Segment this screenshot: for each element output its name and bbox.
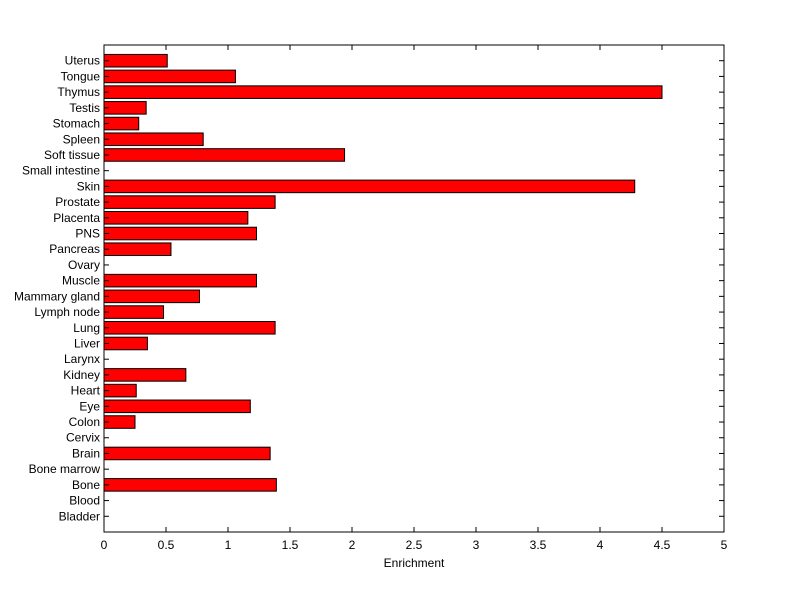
x-tick-label: 5 xyxy=(721,538,728,552)
x-tick-label: 0 xyxy=(101,538,108,552)
bar xyxy=(103,132,204,147)
x-tick-label: 3 xyxy=(473,538,480,552)
x-axis-ticks: 0 0.5 1 1.5 2 2.5 3 3.5 4 4.5 5 xyxy=(101,45,728,552)
y-tick-label: Tongue xyxy=(61,69,101,83)
y-tick-label: Heart xyxy=(71,384,101,398)
x-tick-label: 4.5 xyxy=(654,538,671,552)
y-tick-label: Mammary gland xyxy=(14,289,100,303)
x-axis-label: Enrichment xyxy=(384,556,445,570)
y-tick-label: Bone xyxy=(72,478,100,492)
bar xyxy=(103,179,636,194)
y-tick-label: Larynx xyxy=(64,352,100,366)
y-tick-label: Skin xyxy=(77,179,100,193)
bar xyxy=(103,478,277,492)
y-tick-label: Ovary xyxy=(68,258,100,272)
y-tick-label: Spleen xyxy=(63,132,100,146)
bar xyxy=(103,368,187,382)
y-tick-label: Blood xyxy=(69,494,100,508)
bar xyxy=(103,211,249,225)
bar xyxy=(103,69,236,84)
bars-group xyxy=(103,53,663,492)
y-tick-label: Liver xyxy=(74,336,100,350)
x-tick-label: 2 xyxy=(349,538,356,552)
y-tick-label: Bladder xyxy=(59,509,100,523)
x-tick-label: 4 xyxy=(597,538,604,552)
bar xyxy=(103,85,663,99)
bar xyxy=(103,399,251,414)
y-tick-label: Bone marrow xyxy=(29,462,101,476)
bar xyxy=(103,273,258,288)
y-tick-label: Testis xyxy=(69,101,100,115)
bar xyxy=(103,242,172,257)
y-tick-label: Eye xyxy=(79,399,100,413)
y-tick-label: PNS xyxy=(75,227,100,241)
y-tick-label: Uterus xyxy=(65,54,100,68)
y-tick-label: Pancreas xyxy=(49,242,100,256)
bar xyxy=(103,116,140,131)
y-tick-label: Prostate xyxy=(55,195,100,209)
y-tick-label: Kidney xyxy=(63,368,100,382)
y-tick-label: Placenta xyxy=(53,211,100,225)
x-tick-label: 0.5 xyxy=(158,538,175,552)
y-tick-label: Cervix xyxy=(66,431,100,445)
x-tick-label: 1 xyxy=(225,538,232,552)
bar xyxy=(103,305,165,319)
x-tick-label: 2.5 xyxy=(406,538,423,552)
bar xyxy=(103,195,276,209)
bar xyxy=(103,148,346,162)
bar xyxy=(103,53,168,68)
y-tick-label: Small intestine xyxy=(22,164,100,178)
bar xyxy=(103,101,147,115)
y-tick-label: Colon xyxy=(69,415,100,429)
bar xyxy=(103,446,271,461)
y-tick-label: Muscle xyxy=(62,274,100,288)
x-tick-label: 3.5 xyxy=(530,538,547,552)
y-tick-label: Lung xyxy=(73,321,100,335)
bar xyxy=(103,320,276,335)
y-tick-label: Stomach xyxy=(53,117,100,131)
bar xyxy=(103,289,200,304)
bar xyxy=(103,336,148,351)
y-tick-label: Brain xyxy=(72,446,100,460)
x-tick-label: 1.5 xyxy=(282,538,299,552)
y-tick-label: Soft tissue xyxy=(44,148,100,162)
y-tick-label: Lymph node xyxy=(34,305,100,319)
bar xyxy=(103,226,258,241)
y-tick-label: Thymus xyxy=(57,85,100,99)
